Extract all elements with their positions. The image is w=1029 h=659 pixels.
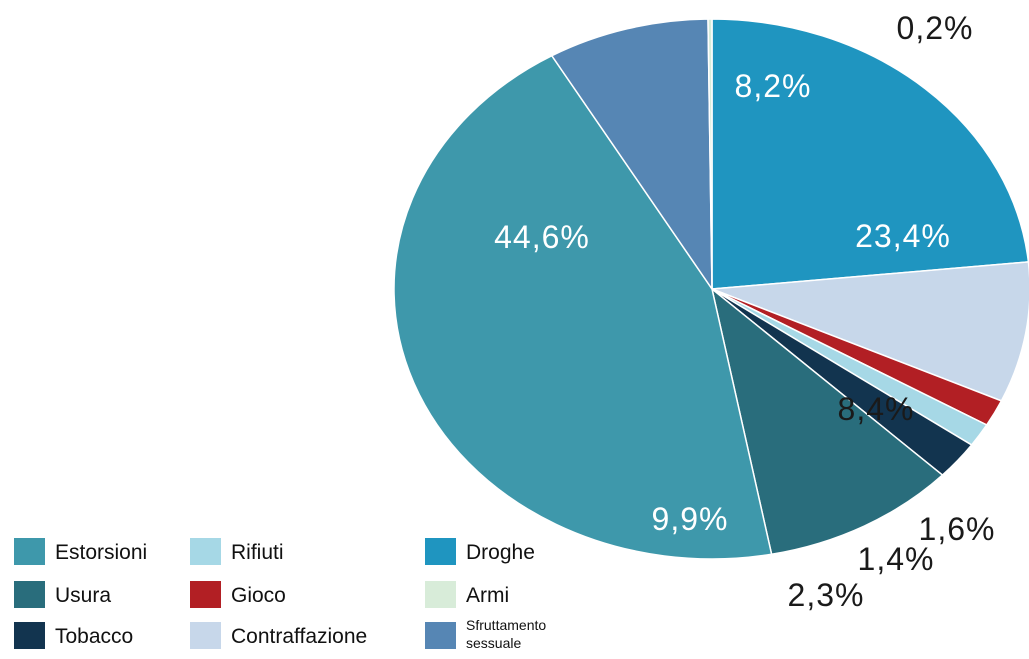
legend-entry-tobacco: Tobacco: [14, 622, 133, 649]
legend: Estorsioni Usura Tobacco Rifiuti Gioco Contra…: [14, 538, 546, 651]
slice-label-armi: 0,2%: [897, 10, 974, 46]
legend-label-rifiuti: Rifiuti: [231, 541, 284, 564]
legend-swatch-gioco: [190, 581, 221, 608]
pie-slice-armi: [707, 18, 713, 290]
legend-swatch-usura: [14, 581, 45, 608]
legend-label-contraffazione: Contraffazione: [231, 625, 367, 648]
pie-slice-estorsioni: [393, 54, 773, 560]
legend-swatch-estorsioni: [14, 538, 45, 565]
slice-label-sfruttamento: 8,2%: [735, 68, 812, 104]
legend-swatch-tobacco: [14, 622, 45, 649]
legend-entry-droghe: Droghe: [425, 538, 535, 565]
slice-label-usura: 9,9%: [652, 501, 729, 537]
legend-swatch-rifiuti: [190, 538, 221, 565]
slice-label-rifiuti: 1,4%: [858, 541, 935, 577]
legend-label-armi: Armi: [466, 584, 509, 607]
legend-swatch-contraffazione: [190, 622, 221, 649]
legend-label-usura: Usura: [55, 584, 111, 607]
legend-label-droghe: Droghe: [466, 541, 535, 564]
legend-entry-gioco: Gioco: [190, 581, 286, 608]
pie-slice-usura: [710, 287, 944, 556]
pie-slice-droghe: [711, 18, 1029, 290]
legend-swatch-sfruttamento: [425, 622, 456, 649]
legend-entry-contraffazione: Contraffazione: [190, 622, 367, 649]
pie-slice-sfruttamento: [550, 18, 713, 292]
pie-slices: [393, 18, 1029, 560]
slice-label-tobacco: 2,3%: [788, 577, 865, 613]
legend-entry-usura: Usura: [14, 581, 111, 608]
slice-label-gioco: 1,6%: [919, 511, 996, 547]
legend-entry-sfruttamento: Sfruttamento sessuale: [425, 617, 546, 651]
legend-label-estorsioni: Estorsioni: [55, 541, 147, 564]
legend-label-tobacco: Tobacco: [55, 625, 133, 648]
legend-swatch-armi: [425, 581, 456, 608]
slice-labels: 23,4% 8,4% 1,6%1,4%2,3% 9,9% 44,6% 8,2% 0,2%: [494, 10, 996, 613]
legend-entry-estorsioni: Estorsioni: [14, 538, 147, 565]
slice-label-droghe: 23,4%: [855, 218, 951, 254]
pie-slice-contraffazione: [711, 261, 1029, 402]
legend-swatch-droghe: [425, 538, 456, 565]
legend-entry-armi: Armi: [425, 581, 509, 608]
slice-label-estorsioni: 44,6%: [494, 219, 590, 255]
legend-entry-rifiuti: Rifiuti: [190, 538, 284, 565]
legend-label-gioco: Gioco: [231, 584, 286, 607]
legend-label-sfruttamento: Sfruttamento sessuale: [466, 617, 546, 651]
slice-label-contraffazione: 8,4%: [838, 391, 915, 427]
